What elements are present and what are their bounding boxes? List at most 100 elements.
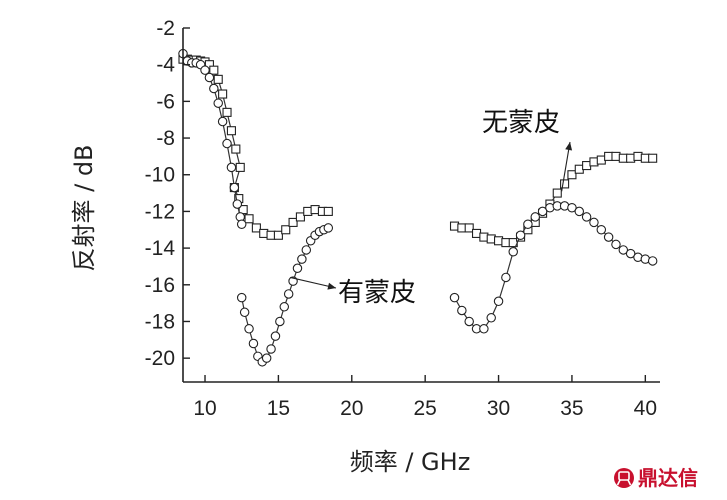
y-tick-label: -12 (145, 200, 175, 223)
data-point-circle (301, 245, 312, 255)
data-point-circle (239, 307, 250, 318)
x-axis-title: 频率 / GHz (350, 448, 471, 476)
data-point-square (648, 153, 658, 163)
plot-area (178, 48, 658, 367)
x-tick-label: 30 (487, 397, 510, 420)
data-point-circle (596, 225, 607, 235)
data-point-square (235, 162, 245, 172)
data-point-circle (647, 256, 658, 266)
data-point-circle (283, 289, 294, 299)
y-tick-label: -14 (145, 237, 176, 260)
data-point-circle (232, 199, 243, 209)
data-point-circle (226, 162, 237, 173)
y-tick-label: -8 (156, 127, 175, 150)
data-point-circle (204, 72, 215, 83)
data-point-square (209, 65, 219, 75)
data-point-circle (486, 313, 496, 323)
data-point-circle (292, 263, 303, 274)
data-point-circle (323, 223, 334, 233)
data-point-circle (515, 230, 526, 241)
data-point-circle (217, 116, 228, 127)
series-line (453, 205, 653, 330)
data-point-circle (270, 331, 281, 341)
x-tick-label: 10 (193, 397, 216, 420)
data-point-square (273, 230, 283, 240)
data-point-circle (523, 219, 533, 230)
data-point-circle (589, 217, 599, 228)
ding-seal-icon (614, 468, 634, 488)
data-point-circle (603, 232, 614, 242)
y-tick-label: -2 (156, 17, 175, 40)
data-point-circle (244, 324, 254, 334)
data-point-circle (501, 272, 511, 283)
y-tick-label: -4 (156, 54, 175, 77)
annotation-arrowhead (565, 142, 573, 151)
y-tick-label: -18 (145, 310, 175, 333)
y-tick-label: -16 (145, 274, 175, 297)
axes (182, 27, 660, 383)
data-point-circle (275, 316, 285, 327)
data-point-square (464, 223, 474, 233)
data-point-square (222, 107, 232, 117)
y-axis-title: 反射率 / dB (70, 144, 98, 271)
data-point-circle (261, 353, 272, 363)
y-tick-label: -10 (145, 164, 175, 187)
data-point-square (295, 212, 305, 222)
data-point-circle (449, 292, 460, 303)
tick-labels: -2 -4 -6 -8 -10 -12 -14 -16 -18 -20 10 15 20 25 30 35 40 (145, 17, 657, 420)
data-point-square (552, 188, 562, 198)
data-point-circle (537, 206, 548, 217)
data-point-circle (200, 65, 210, 75)
x-tick-label: 20 (340, 397, 363, 420)
data-point-circle (213, 98, 223, 108)
data-point-circle (209, 83, 219, 94)
data-point-square (323, 206, 333, 216)
data-point-circle (574, 206, 585, 217)
data-point-square (288, 217, 298, 227)
data-point-circle (266, 344, 276, 354)
data-point-square (218, 89, 228, 99)
data-point-circle (625, 248, 636, 259)
data-point-circle (611, 239, 621, 250)
data-point-circle (236, 219, 247, 230)
data-point-square (231, 144, 241, 154)
data-point-circle (229, 182, 240, 193)
data-point-square (281, 225, 291, 235)
data-point-circle (236, 292, 247, 303)
data-point-circle (279, 302, 290, 312)
data-point-circle (479, 324, 489, 334)
x-tick-label: 35 (560, 397, 583, 420)
x-tick-label: 40 (634, 397, 657, 420)
data-point-circle (581, 212, 592, 222)
data-point-circle (567, 203, 577, 213)
annotation-label: 无蒙皮 (482, 108, 560, 138)
data-point-square (244, 214, 254, 224)
data-point-circle (457, 305, 467, 316)
watermark-text: 鼎达信 (638, 466, 698, 490)
series-with-skin (178, 48, 658, 367)
x-tick-label: 25 (413, 397, 436, 420)
data-point-circle (618, 245, 629, 255)
data-point-circle (493, 296, 504, 307)
data-point-square (226, 126, 236, 136)
data-point-square (251, 223, 261, 233)
data-point-circle (508, 247, 518, 257)
annotation-arrowhead (327, 282, 336, 290)
y-tick-label: -20 (145, 347, 175, 370)
x-tick-label: 15 (267, 397, 290, 420)
data-point-circle (530, 212, 540, 222)
y-tick-label: -6 (156, 90, 175, 113)
data-point-square (213, 74, 223, 84)
series-line (454, 155, 653, 244)
annotation-label: 有蒙皮 (338, 278, 416, 308)
data-point-square (567, 170, 577, 180)
data-point-circle (248, 338, 259, 349)
data-point-circle (297, 254, 307, 264)
data-point-square (560, 179, 570, 189)
data-point-circle (464, 316, 474, 327)
annotation-leader-line (561, 141, 571, 192)
watermark: 鼎达信 (614, 466, 698, 490)
data-point-circle (222, 138, 232, 149)
